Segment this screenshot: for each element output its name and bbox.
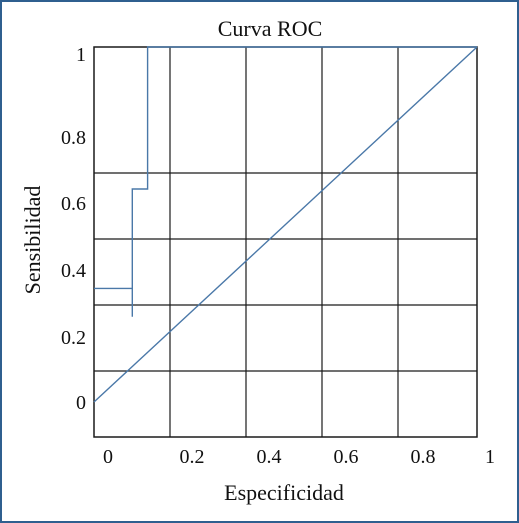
- y-tick-label: 1: [76, 44, 86, 66]
- chart-title: Curva ROC: [218, 16, 323, 41]
- x-tick-label: 0.6: [334, 446, 359, 468]
- plot-area: [93, 46, 478, 438]
- reference-diagonal-line: [93, 46, 478, 403]
- x-axis-label: Especificidad: [224, 480, 344, 505]
- x-tick-label: 0.2: [180, 446, 205, 468]
- x-tick-label: 1: [485, 446, 495, 468]
- grid: [94, 47, 477, 437]
- y-tick-label: 0.2: [61, 327, 86, 349]
- x-axis-ticks: 0 0.2 0.4 0.6 0.8 1: [103, 446, 495, 468]
- x-tick-label: 0: [103, 446, 113, 468]
- y-tick-label: 0.8: [61, 127, 86, 149]
- y-axis-ticks: 0 0.2 0.4 0.6 0.8 1: [61, 44, 86, 414]
- y-tick-label: 0: [76, 392, 86, 414]
- x-tick-label: 0.4: [257, 446, 282, 468]
- roc-curve-line: [94, 46, 477, 317]
- series-group: [93, 46, 478, 403]
- y-axis-label: Sensibilidad: [20, 186, 45, 295]
- x-tick-label: 0.8: [411, 446, 436, 468]
- y-tick-label: 0.4: [61, 260, 86, 282]
- y-tick-label: 0.6: [61, 193, 86, 215]
